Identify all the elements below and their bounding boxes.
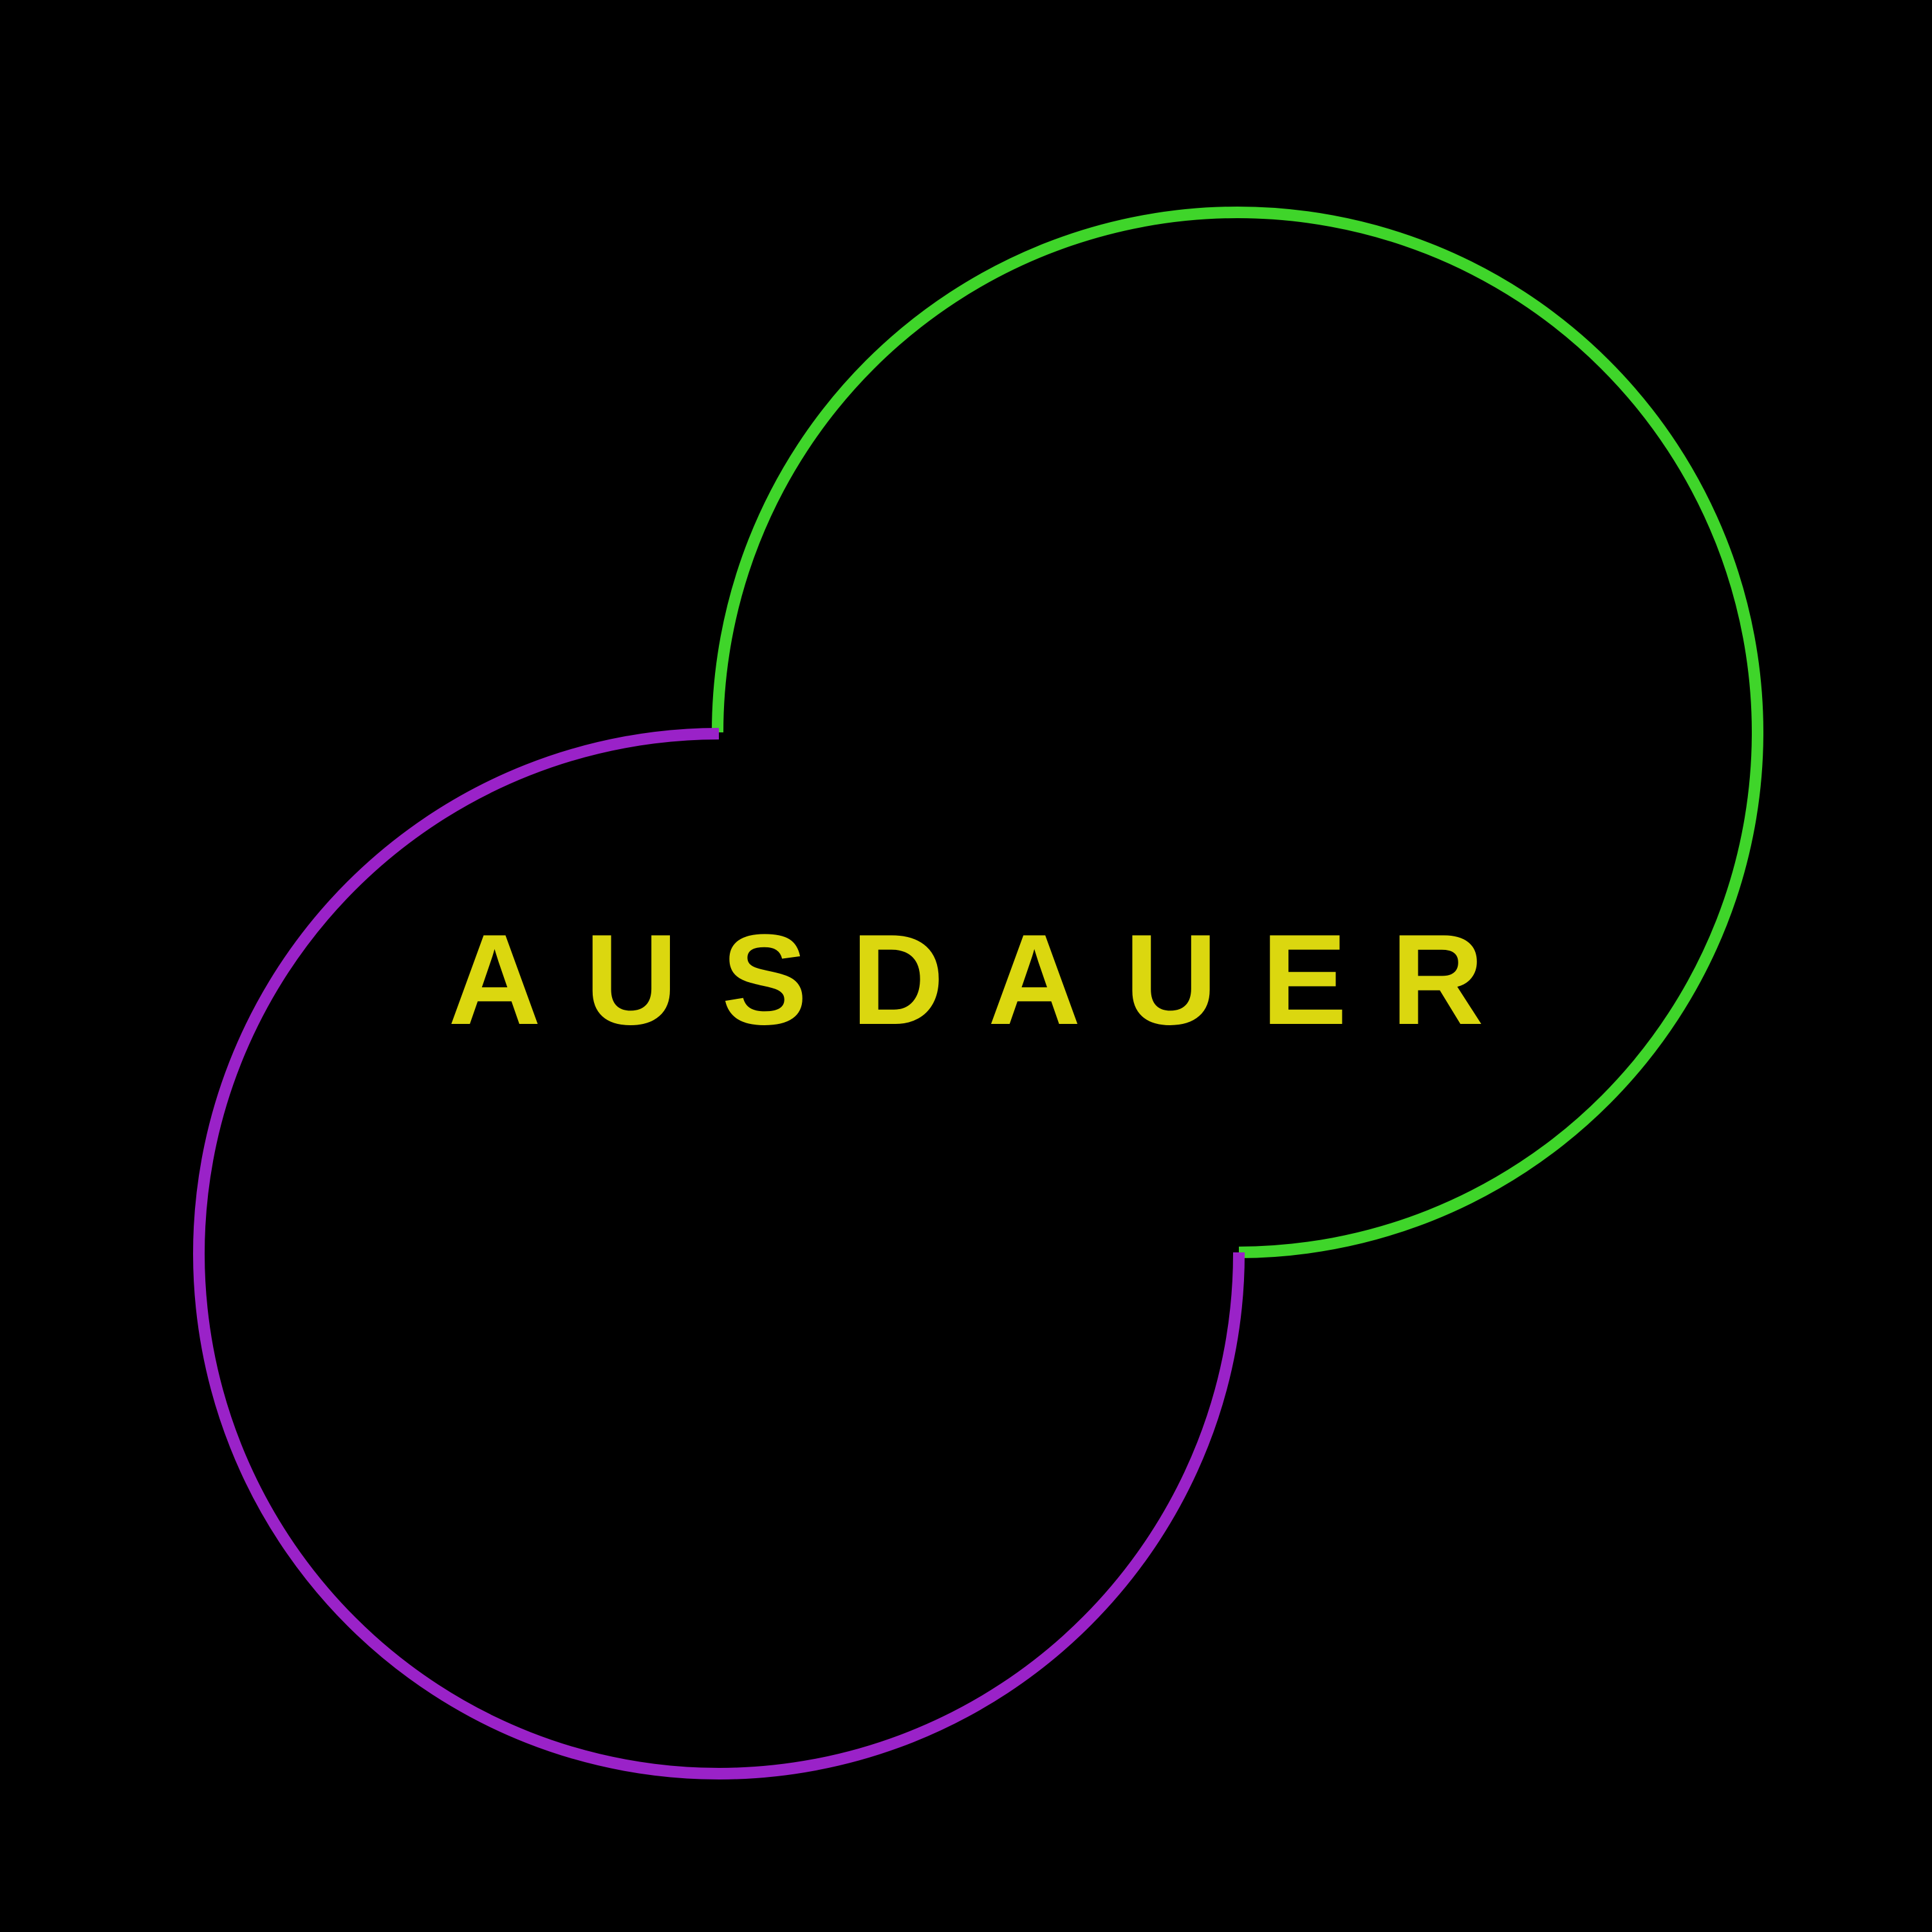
purple-ring-arc xyxy=(193,728,1245,1779)
headline-text: AUSDAUER xyxy=(448,908,1528,1052)
green-ring-arc xyxy=(712,207,1763,1258)
